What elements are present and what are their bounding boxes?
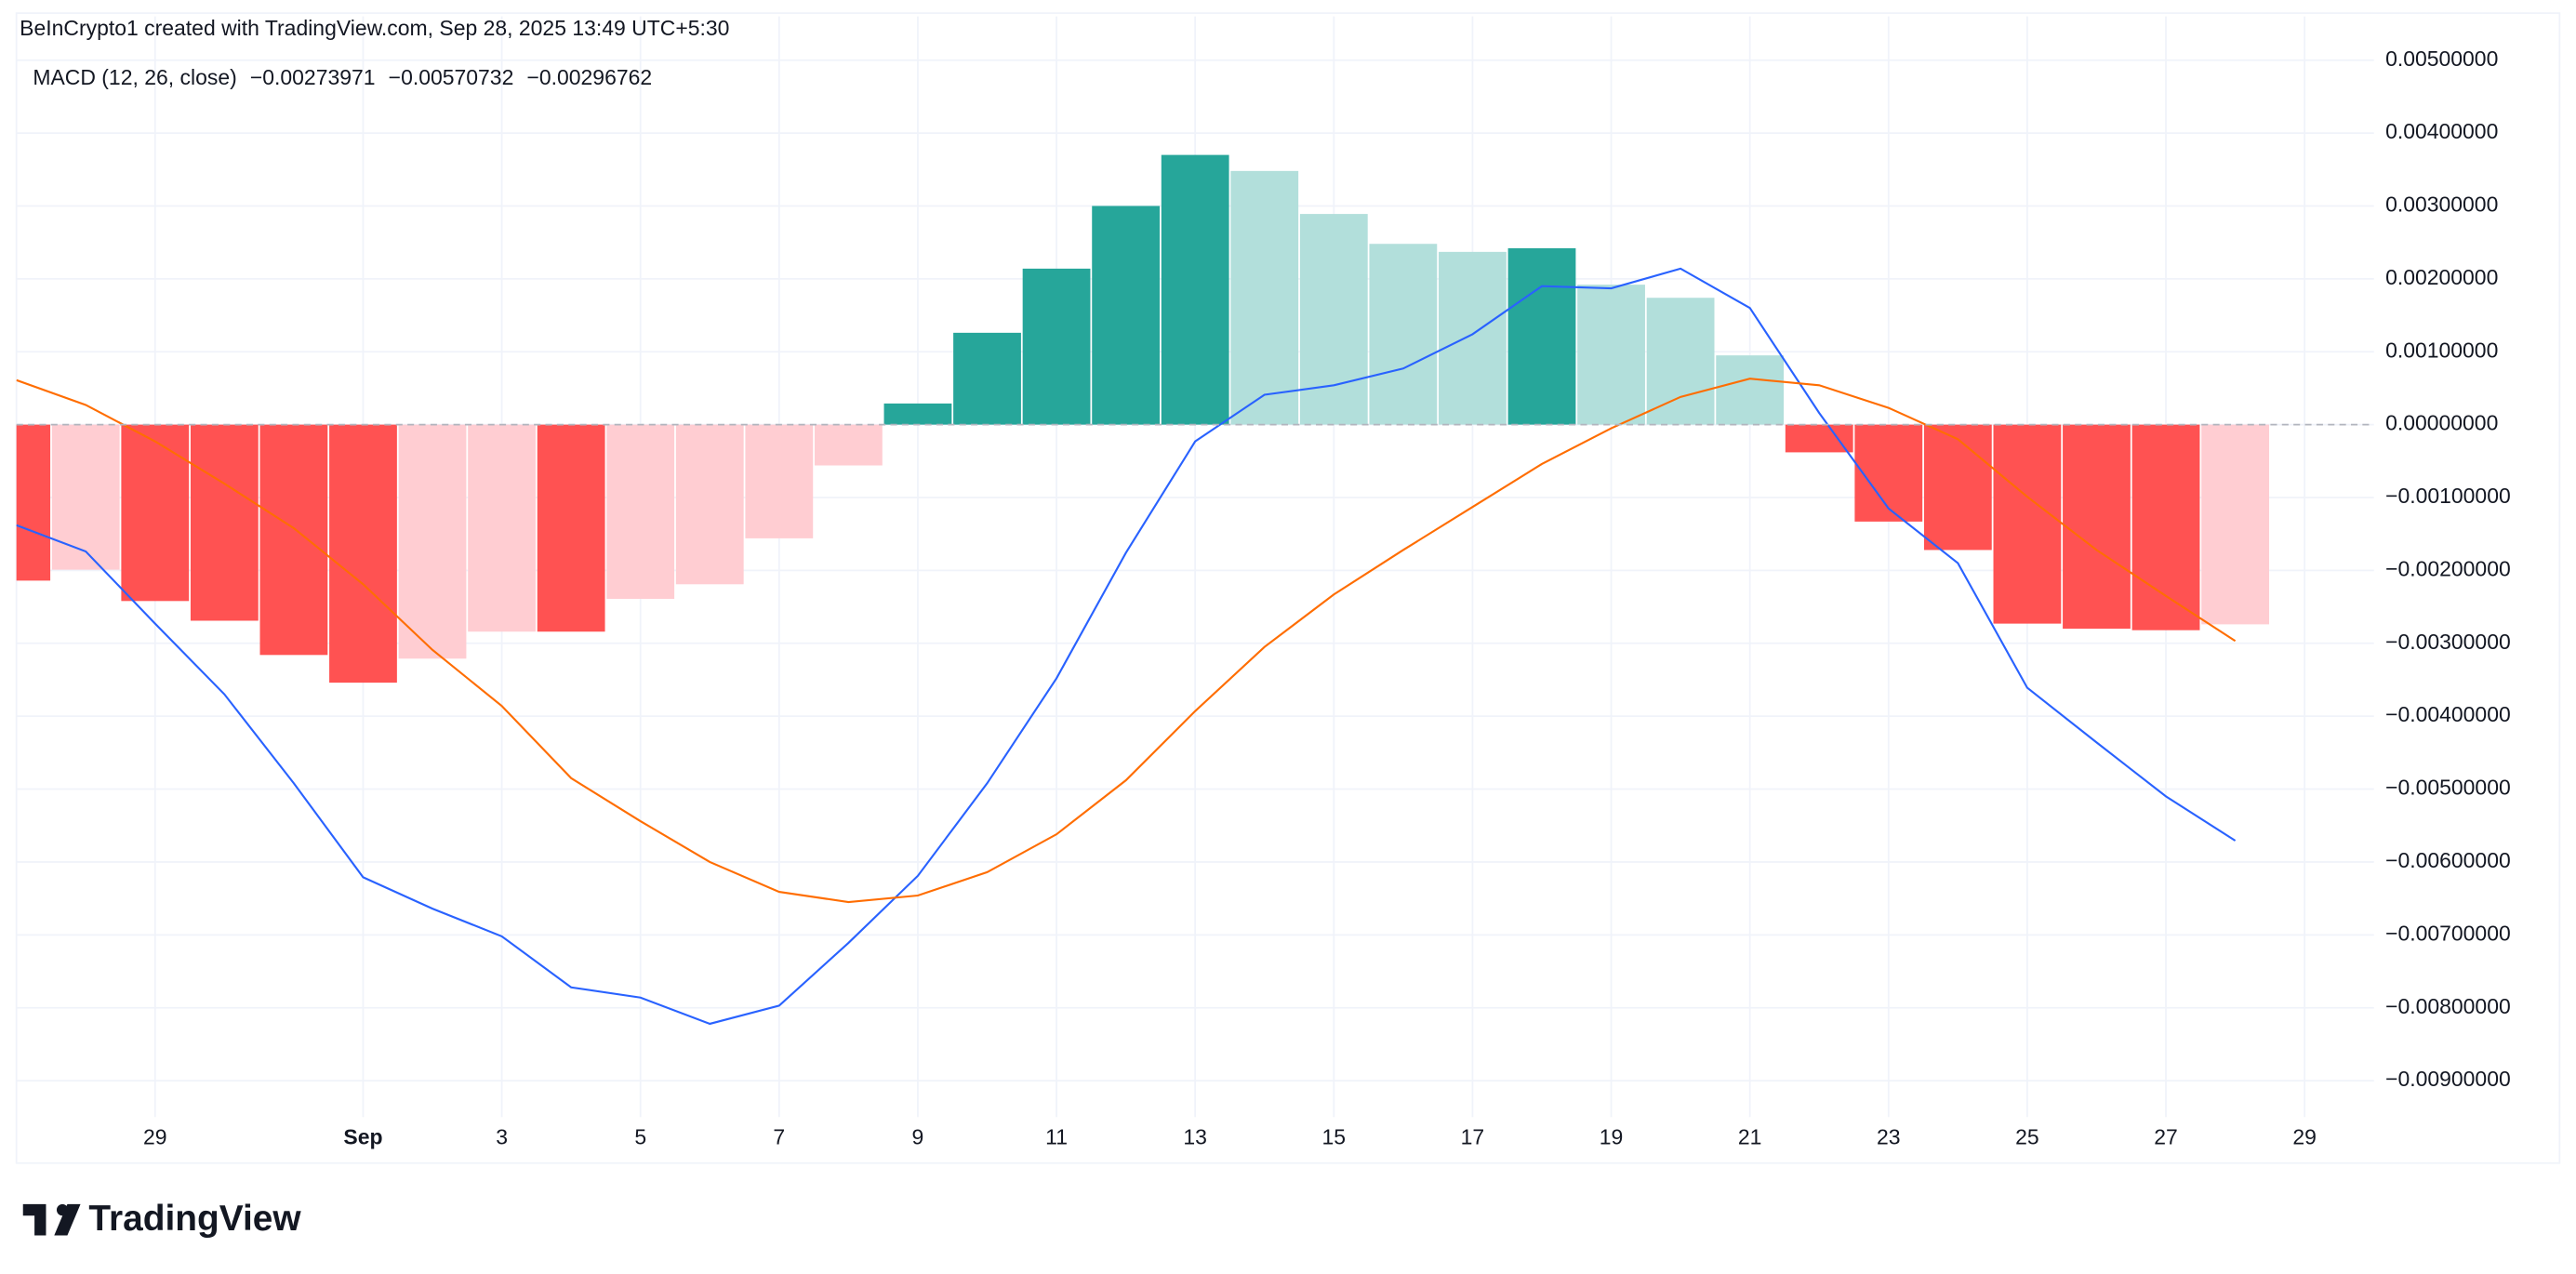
x-tick-label: 19 [1600,1124,1624,1148]
legend-title: MACD (12, 26, close) [33,65,236,89]
y-tick-label: 0.00100000 [2385,338,2498,362]
y-tick-label: −0.00900000 [2385,1067,2511,1091]
x-tick-label: 17 [1461,1124,1485,1148]
y-tick-label: −0.00700000 [2385,921,2511,945]
y-tick-label: 0.00500000 [2385,46,2498,71]
histogram-bar [121,424,190,602]
grid [16,16,2374,1118]
x-tick-label: 3 [496,1124,508,1148]
histogram-bar [1854,424,1923,522]
y-tick-label: −0.00400000 [2385,702,2511,726]
histogram-bar [1716,355,1785,425]
y-tick-label: 0.00200000 [2385,265,2498,289]
histogram-bar [1092,206,1161,425]
x-tick-label: 21 [1738,1124,1762,1148]
legend-value: −0.00296762 [526,65,652,89]
legend-value: −0.00273971 [250,65,376,89]
histogram-bar [1161,154,1229,425]
histogram-bar [953,332,1021,425]
logo: TradingView [22,1199,301,1239]
header: BeInCrypto1 created with TradingView.com… [20,16,729,40]
y-tick-label: −0.00600000 [2385,848,2511,872]
y-tick-label: 0.00300000 [2385,192,2498,217]
histogram-bar [1646,298,1715,425]
histogram-bar [1923,424,1992,551]
histogram-bar [1369,244,1438,425]
histogram-bar [398,424,467,659]
histogram-bar [745,424,814,538]
histogram-bar [1785,424,1853,453]
x-tick-label: 25 [2015,1124,2039,1148]
x-tick-label: 23 [1877,1124,1901,1148]
x-tick-label: 29 [2292,1124,2317,1148]
legend: MACD (12, 26, close) −0.00273971 −0.00570… [33,65,652,89]
histogram-bar [51,424,120,570]
y-tick-label: −0.00200000 [2385,556,2511,580]
chart-frame [15,12,2561,1164]
y-tick-label: −0.00800000 [2385,994,2511,1018]
histogram-bar [814,424,883,466]
histogram-bar [2201,424,2269,625]
histogram-bar [606,424,675,599]
histogram-bar [329,424,397,683]
histogram-bar [2131,424,2200,630]
y-tick-label: 0.00000000 [2385,411,2498,435]
histogram-bar [1299,214,1368,425]
histogram-bar [259,424,328,656]
x-tick-label: 7 [773,1124,785,1148]
x-tick-label: 15 [1322,1124,1347,1148]
axes: 0.00500000 0.00400000 0.00300000 0.00200000… [143,46,2511,1149]
y-tick-label: −0.00300000 [2385,630,2511,654]
x-tick-label: 29 [143,1124,167,1148]
histogram-bar [883,403,952,425]
x-tick-label: 11 [1045,1124,1068,1148]
histogram-bar [1993,424,2062,624]
histogram-bar [1230,170,1299,425]
histogram-bar [1439,251,1507,425]
logo-icon [22,1203,81,1236]
histogram-bar [675,424,744,585]
x-tick-label: 5 [634,1124,646,1148]
x-tick-label: 9 [912,1124,924,1148]
y-tick-label: 0.00400000 [2385,119,2498,143]
plot-area [16,154,2374,1026]
histogram-bar [16,424,51,581]
histogram-bar [1507,247,1576,425]
macd-line [16,378,2237,904]
x-tick-label: 13 [1183,1124,1207,1148]
x-tick-label: Sep [343,1124,382,1148]
histogram-bar [1577,285,1645,425]
macd-line [16,267,2237,1026]
y-tick-label: −0.00100000 [2385,484,2511,508]
legend-value: −0.00570732 [389,65,514,89]
histogram-bar [537,424,605,632]
histogram-bar [190,424,259,621]
logo-text: TradingView [88,1199,301,1239]
histogram-bar [2063,424,2131,630]
histogram-bar [1022,268,1091,425]
histogram-bar [468,424,536,632]
x-tick-label: 27 [2154,1124,2178,1148]
y-tick-label: −0.00500000 [2385,776,2511,800]
